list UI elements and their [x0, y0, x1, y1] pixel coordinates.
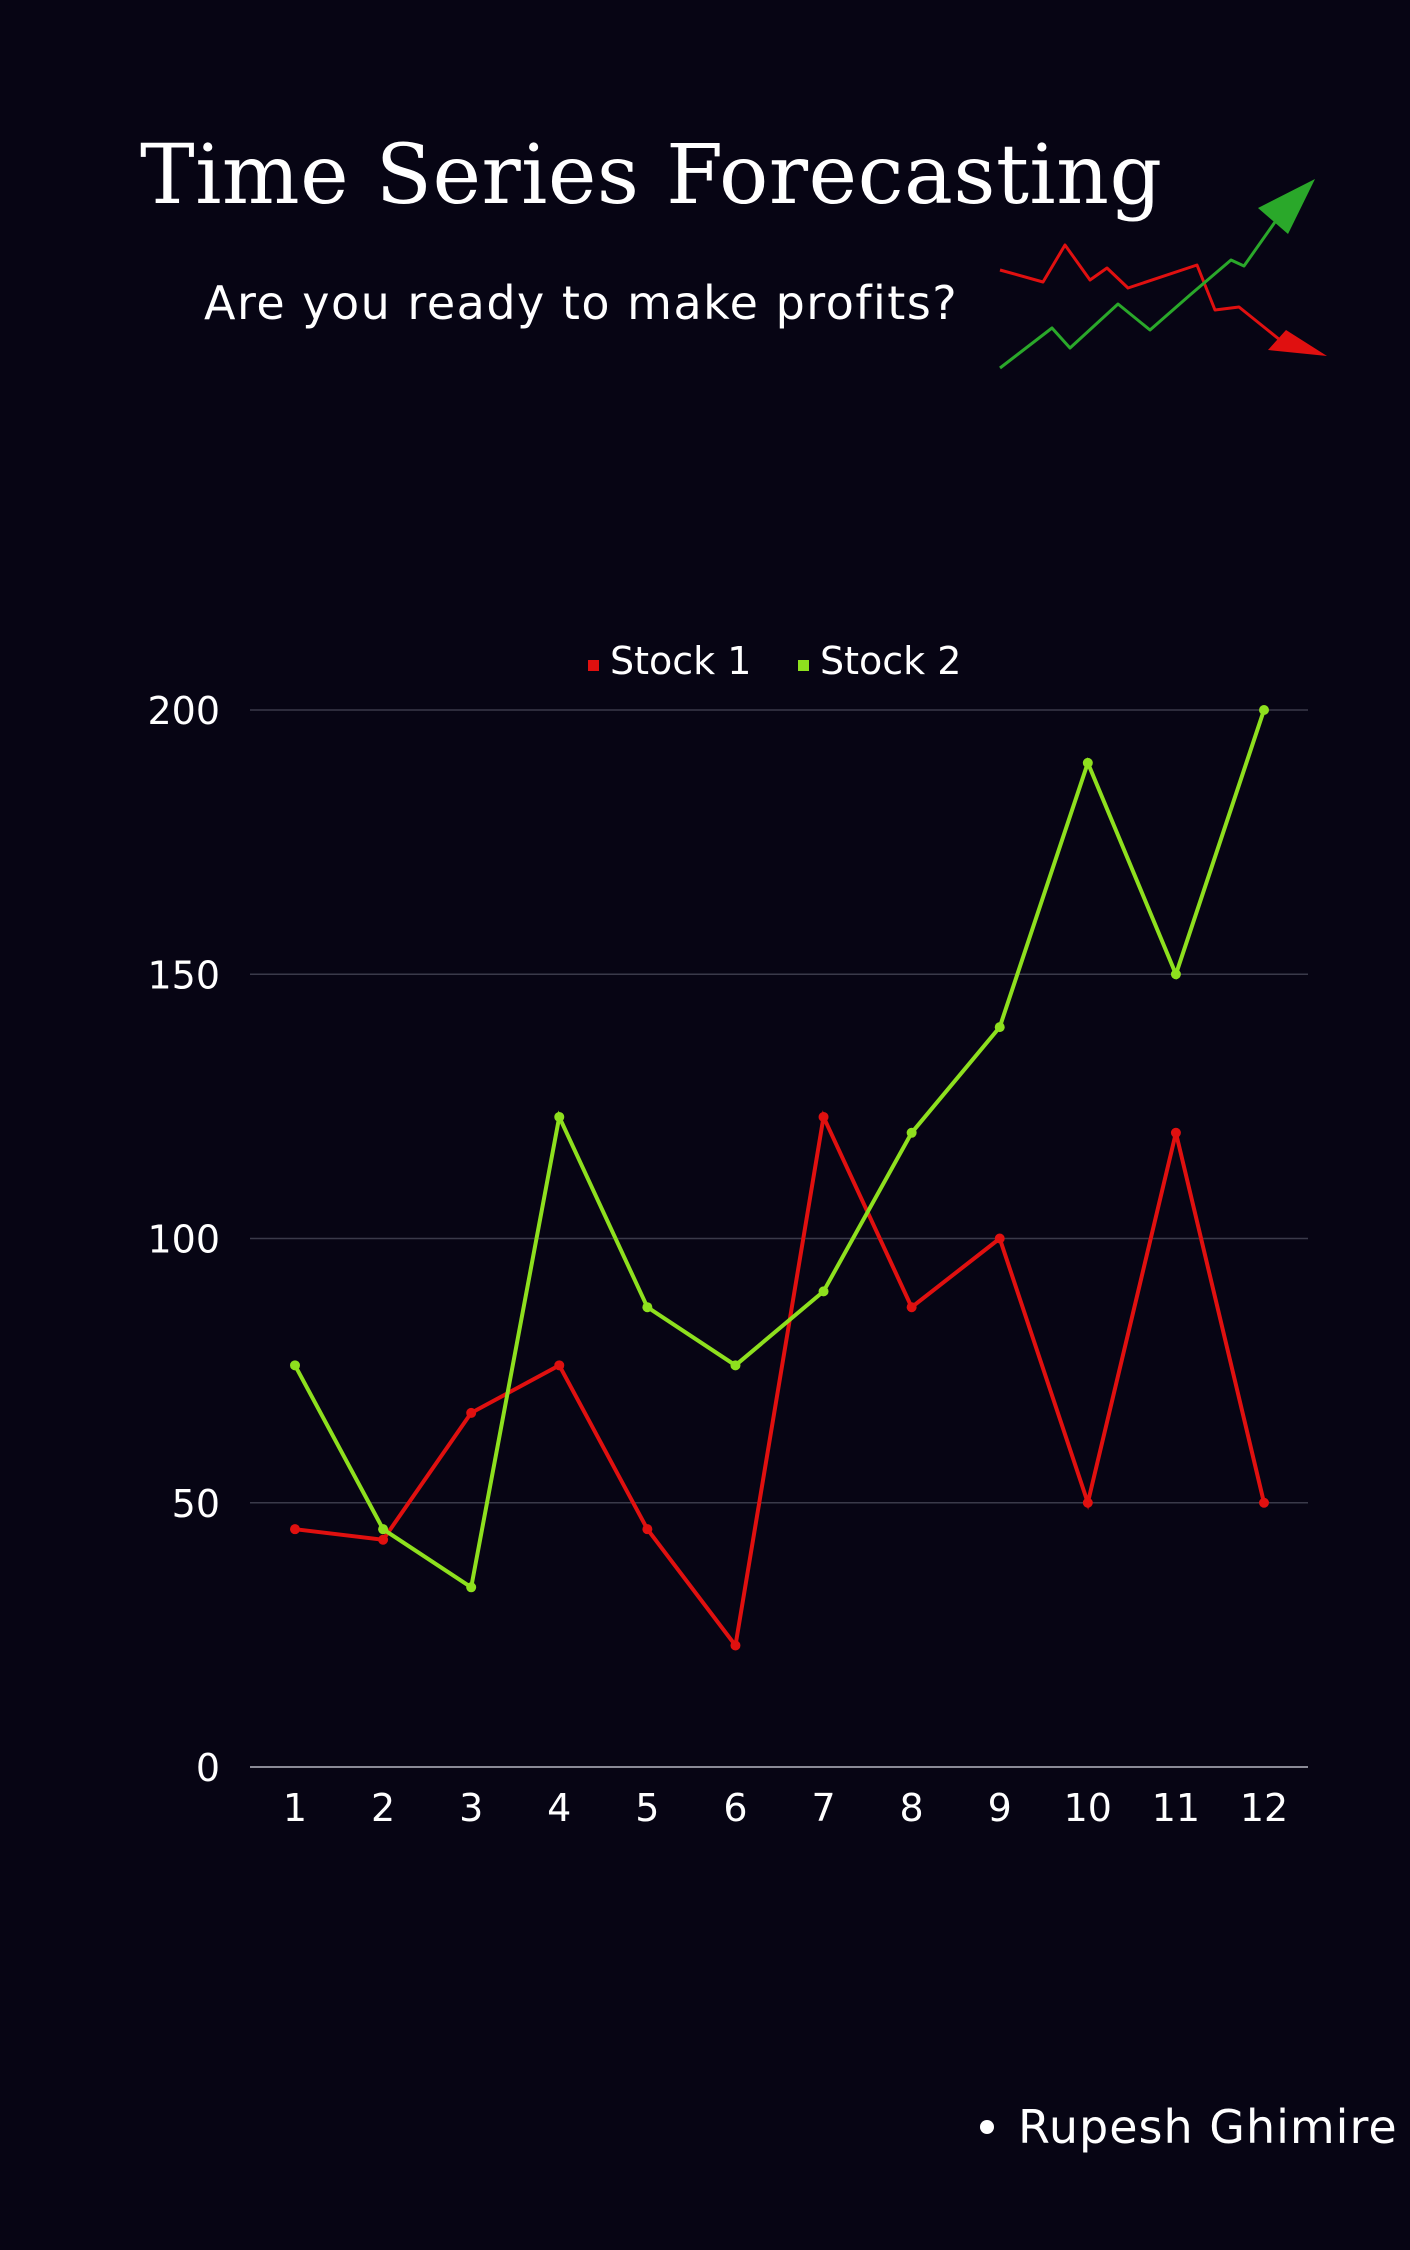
data-point: [554, 1360, 565, 1371]
legend-swatch: [798, 660, 809, 671]
x-tick-label: 3: [459, 1786, 483, 1830]
series-1: [290, 1110, 1269, 1651]
x-tick-label: 4: [547, 1786, 571, 1830]
legend-label: Stock 2: [820, 639, 961, 683]
down-arrow-head-icon: [1268, 330, 1327, 356]
author-credit: Rupesh Ghimire: [980, 2100, 1398, 2154]
x-tick-label: 5: [635, 1786, 659, 1830]
y-tick-label: 150: [147, 953, 220, 997]
data-point: [378, 1534, 389, 1545]
x-tick-label: 8: [900, 1786, 924, 1830]
x-tick-label: 6: [723, 1786, 747, 1830]
x-tick-label: 11: [1152, 1786, 1200, 1830]
data-point: [730, 1640, 741, 1651]
data-point: [994, 1233, 1005, 1244]
x-tick-label: 7: [811, 1786, 835, 1830]
data-point: [290, 1524, 300, 1535]
bullet-icon: [980, 2120, 994, 2134]
up-trend-line: [999, 221, 1277, 370]
data-point: [818, 1111, 829, 1122]
data-point: [994, 1022, 1005, 1033]
data-point: [730, 1360, 741, 1371]
legend-item: Stock 2: [798, 639, 961, 683]
data-point: [1170, 969, 1181, 980]
stock-trend-arrows-icon: [999, 179, 1327, 370]
data-point: [906, 1302, 917, 1313]
data-point: [466, 1582, 477, 1593]
data-point: [642, 1524, 653, 1535]
y-tick-label: 50: [172, 1482, 220, 1526]
data-point: [818, 1286, 829, 1297]
data-point: [906, 1127, 917, 1138]
legend-swatch: [588, 660, 599, 671]
data-point: [378, 1524, 389, 1535]
data-point: [290, 1360, 300, 1371]
down-trend-line: [999, 243, 1281, 342]
x-axis-tick-labels: 1 2 3 4 5 6 7 8 9 10 11 12: [283, 1786, 1288, 1830]
legend-item: Stock 1: [588, 639, 751, 683]
x-tick-label: 12: [1240, 1786, 1288, 1830]
legend-label: Stock 1: [610, 639, 751, 683]
page-subtitle: Are you ready to make profits?: [204, 276, 959, 330]
chart-legend: Stock 1 Stock 2: [588, 639, 961, 683]
x-tick-label: 9: [988, 1786, 1012, 1830]
data-point: [1259, 705, 1269, 715]
data-point: [466, 1407, 477, 1418]
x-tick-label: 2: [371, 1786, 395, 1830]
series-line: [293, 709, 1266, 1591]
data-point: [554, 1111, 565, 1122]
chart-series: [290, 705, 1269, 1651]
data-point: [1170, 1127, 1181, 1138]
series-2: [290, 705, 1269, 1593]
series-line: [294, 1110, 1266, 1651]
data-point: [642, 1302, 653, 1313]
grid-lines: [250, 709, 1308, 1504]
up-arrow-head-icon: [1258, 179, 1315, 234]
y-tick-label: 100: [147, 1218, 220, 1262]
author-name: Rupesh Ghimire: [1018, 2100, 1398, 2154]
data-point: [1259, 1497, 1269, 1508]
x-tick-label: 10: [1064, 1786, 1112, 1830]
y-tick-label: 200: [147, 689, 220, 733]
data-point: [1082, 1497, 1093, 1508]
data-point: [1082, 757, 1093, 768]
y-axis-tick-labels: 0 50 100 150 200: [147, 689, 220, 1790]
page-title: Time Series Forecasting: [140, 128, 1163, 223]
y-tick-label: 0: [196, 1746, 220, 1790]
x-tick-label: 1: [283, 1786, 307, 1830]
